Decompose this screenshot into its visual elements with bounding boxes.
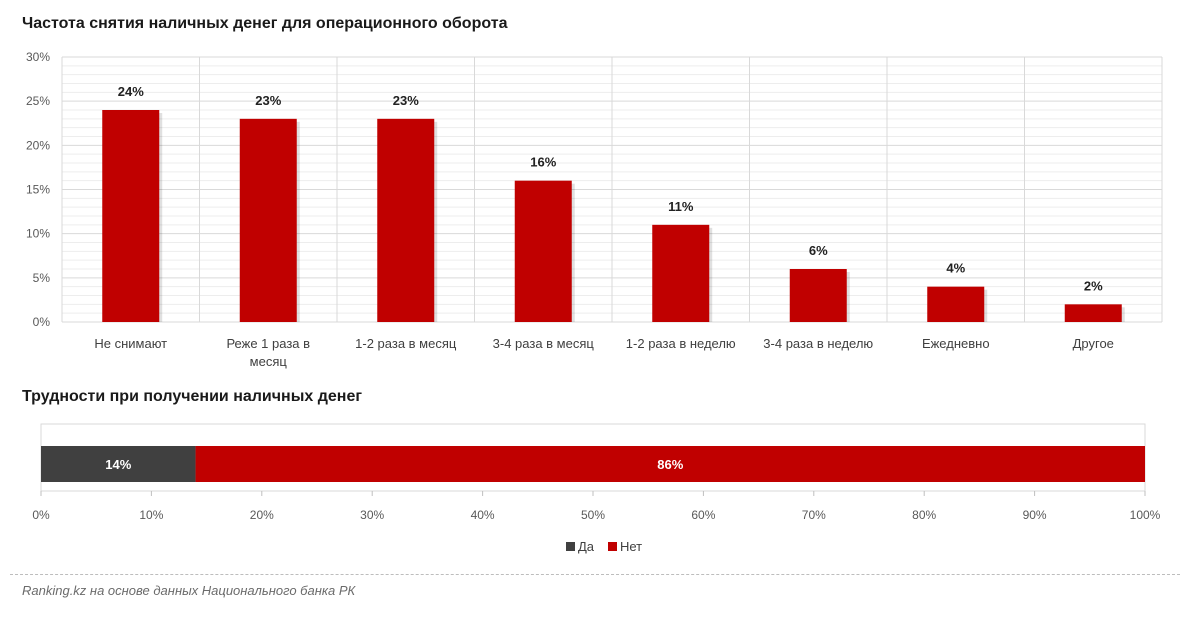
bar [377, 118, 435, 322]
bar [1064, 304, 1122, 322]
bar [927, 286, 985, 322]
data-label: 2% [1084, 278, 1103, 293]
bar [514, 180, 572, 322]
y-tick-label: 10% [26, 227, 50, 241]
x-tick-label: 10% [139, 508, 163, 522]
y-tick-label: 20% [26, 138, 50, 152]
chart-title-frequency: Частота снятия наличных денег для операц… [22, 15, 508, 32]
x-category-label: Реже 1 раза в [226, 336, 310, 351]
x-category-label: 3-4 раза в месяц [493, 336, 595, 351]
x-category-label: 1-2 раза в месяц [355, 336, 457, 351]
bar [239, 118, 297, 322]
segment-data-label: 86% [657, 457, 683, 472]
data-label: 6% [809, 243, 828, 258]
source-note: Ranking.kz на основе данных Национальног… [22, 583, 356, 598]
frequency-bar-chart: 0% 5% 10% 15% 20% 25% 30% 24% Не снимают 23% Реже … [26, 50, 1163, 369]
x-tick-label: 40% [471, 508, 495, 522]
x-category-label: Ежедневно [922, 336, 990, 351]
x-category-label: 3-4 раза в неделю [763, 336, 873, 351]
y-tick-label: 5% [33, 271, 51, 285]
data-label: 11% [668, 199, 694, 214]
bar [652, 224, 710, 322]
x-tick-label: 100% [1130, 508, 1161, 522]
bar [102, 110, 160, 322]
legend-label: Да [578, 539, 595, 554]
x-category-label: месяц [250, 354, 288, 369]
y-tick-label: 30% [26, 50, 50, 64]
segment-data-label: 14% [105, 457, 131, 472]
x-tick-label: 20% [250, 508, 274, 522]
x-category-label: Другое [1073, 336, 1114, 351]
legend-label: Нет [620, 539, 642, 554]
x-tick-label: 70% [802, 508, 826, 522]
data-label: 23% [255, 93, 281, 108]
x-tick-label: 50% [581, 508, 605, 522]
y-tick-label: 15% [26, 183, 50, 197]
x-tick-label: 80% [912, 508, 936, 522]
x-tick-label: 30% [360, 508, 384, 522]
legend-swatch [608, 542, 617, 551]
difficulties-stacked-bar-chart: 0% 10% 20% 30% 40% 50% 60% 70% 80% 90% 100% 14% 86% Д… [32, 423, 1161, 554]
data-label: 4% [946, 261, 965, 276]
x-category-label: Не снимают [94, 336, 167, 351]
y-tick-label: 25% [26, 94, 50, 108]
stacked-segment [41, 446, 196, 482]
x-tick-label: 60% [691, 508, 715, 522]
legend-swatch [566, 542, 575, 551]
y-tick-label: 0% [33, 315, 51, 329]
source-divider [10, 574, 1180, 575]
chart-title-difficulties: Трудности при получении наличных денег [22, 388, 363, 405]
x-tick-label: 90% [1023, 508, 1047, 522]
data-label: 23% [393, 93, 419, 108]
stacked-segment [195, 446, 1145, 482]
data-label: 24% [118, 84, 144, 99]
data-label: 16% [530, 155, 556, 170]
bar [789, 269, 847, 322]
x-category-label: 1-2 раза в неделю [626, 336, 736, 351]
x-tick-label: 0% [32, 508, 50, 522]
